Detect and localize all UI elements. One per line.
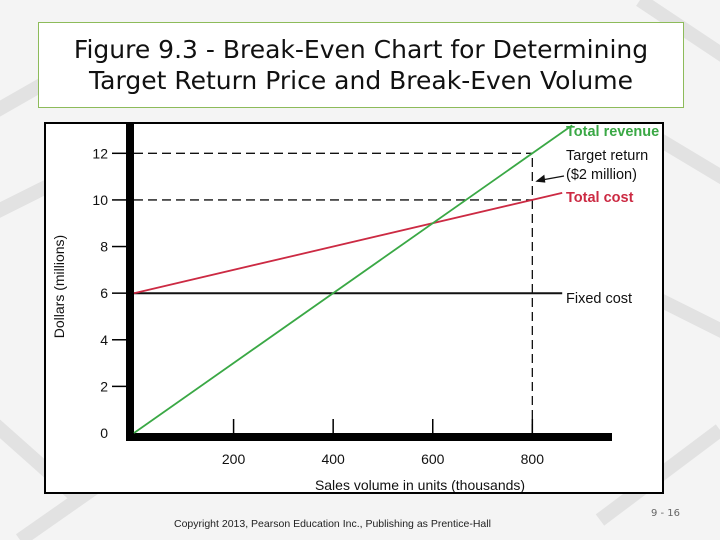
plot-background [46,124,662,492]
break-even-chart: 0 2 4 6 8 10 12 200 400 600 800 Total revenue Total… [46,124,662,492]
series-label: Fixed cost [566,291,632,307]
x-axis-line [126,433,612,441]
slide-title-line-2: Target Return Price and Break-Even Volum… [89,66,633,95]
x-tick-label: 800 [521,451,545,467]
annotation-line-1: Target return [566,148,648,164]
copyright-notice: Copyright 2013, Pearson Education Inc., … [174,518,491,530]
total-revenue-line [133,124,573,434]
series-label: Total revenue [566,124,659,140]
x-axis-label: Sales volume in units (thousands) [315,477,525,492]
y-tick-label: 10 [92,192,108,208]
x-tick-label: 600 [421,451,445,467]
slide-number: 9 - 16 [650,508,680,519]
x-tick-label: 400 [321,451,345,467]
annotation-line-2: ($2 million) [566,167,637,183]
y-tick-label: 6 [100,285,108,301]
y-axis-line [126,124,134,441]
y-tick-label: 8 [100,239,108,255]
annotation-arrow-head [535,174,546,183]
total-cost-line [133,192,563,295]
y-tick-label: 4 [100,332,108,348]
y-tick-label: 2 [100,378,108,394]
y-tick-label: 12 [92,145,108,161]
x-tick-label: 200 [222,451,246,467]
slide-title: Figure 9.3 - Break-Even Chart for Determ… [38,22,684,108]
series-label: Total cost [566,190,634,206]
slide-title-line-1: Figure 9.3 - Break-Even Chart for Determ… [73,35,649,64]
y-axis-label: Dollars (millions) [51,235,67,338]
y-tick-label: 0 [100,425,108,441]
